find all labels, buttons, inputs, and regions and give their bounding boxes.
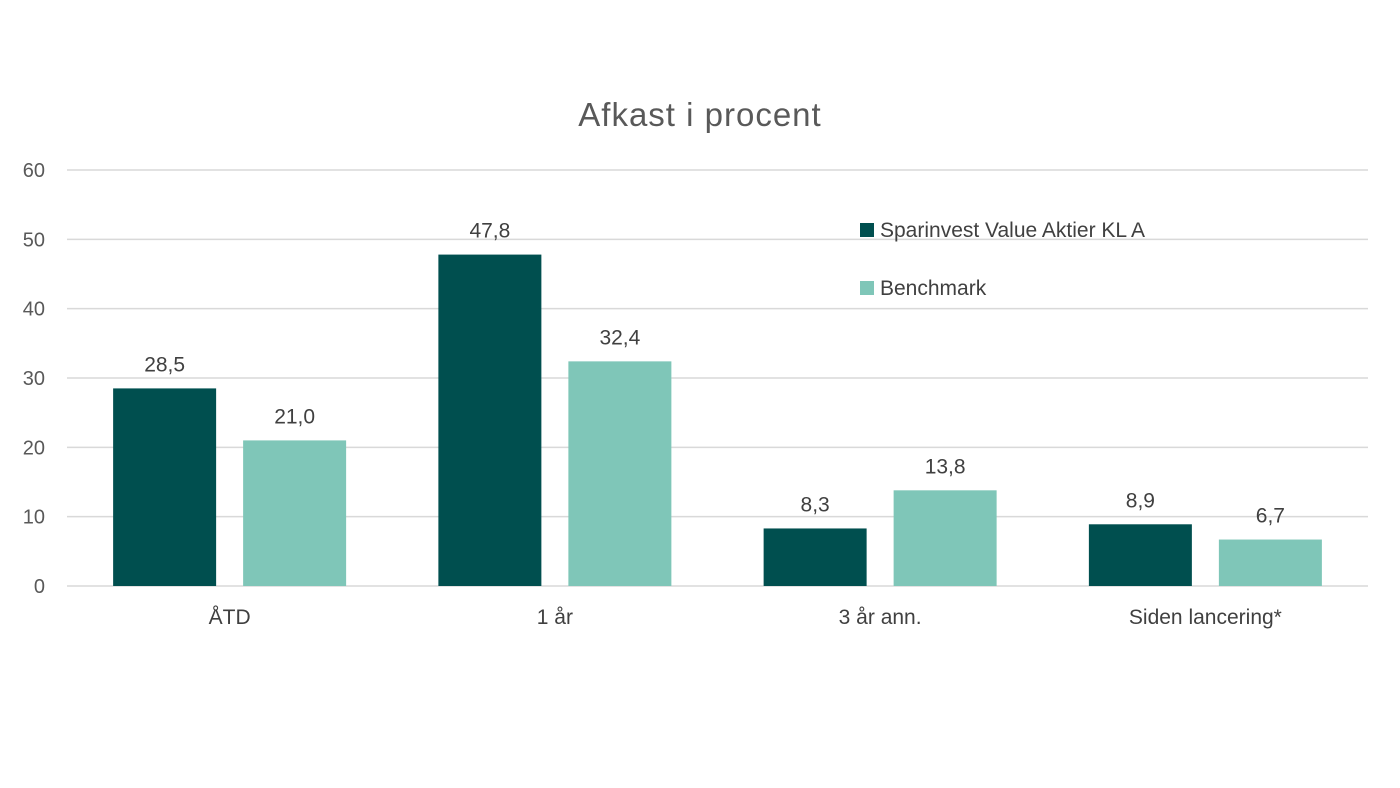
y-tick-label: 20 <box>23 437 45 459</box>
y-tick-label: 0 <box>34 576 45 598</box>
chart-title: Afkast i procent <box>578 96 821 133</box>
x-axis-categories: ÅTD 1 år 3 år ann. Siden lancering* <box>209 606 1282 629</box>
legend-swatch-1 <box>860 281 874 295</box>
y-tick-label: 10 <box>23 507 45 529</box>
data-labels: 28,5 21,0 47,8 32,4 8,3 13,8 8,9 6,7 <box>144 220 1285 528</box>
bar-fund-3 <box>1088 524 1192 586</box>
category-label: 3 år ann. <box>839 606 922 629</box>
legend-label-1: Benchmark <box>880 277 987 300</box>
data-label: 13,8 <box>925 455 966 478</box>
data-label: 32,4 <box>599 326 640 349</box>
data-label: 47,8 <box>469 220 510 243</box>
y-axis-ticks: 0 10 20 30 40 50 60 <box>23 160 45 598</box>
bars <box>113 254 1322 586</box>
data-label: 28,5 <box>144 353 185 376</box>
legend-label-0: Sparinvest Value Aktier KL A <box>880 219 1145 242</box>
bar-fund-0 <box>113 388 217 586</box>
y-tick-label: 40 <box>23 299 45 321</box>
data-label: 8,3 <box>801 493 830 516</box>
y-tick-label: 30 <box>23 368 45 390</box>
bar-fund-2 <box>763 528 867 586</box>
bar-benchmark-1 <box>568 361 672 586</box>
legend: Sparinvest Value Aktier KL A Benchmark <box>860 219 1145 300</box>
bar-benchmark-0 <box>243 440 347 586</box>
category-label: ÅTD <box>209 606 251 629</box>
data-label: 21,0 <box>274 405 315 428</box>
category-label: Siden lancering* <box>1129 606 1282 629</box>
y-tick-label: 60 <box>23 160 45 182</box>
bar-benchmark-2 <box>893 490 997 586</box>
bar-fund-1 <box>438 254 542 586</box>
y-tick-label: 50 <box>23 229 45 251</box>
data-label: 8,9 <box>1126 489 1155 512</box>
data-label: 6,7 <box>1256 505 1285 528</box>
category-label: 1 år <box>537 606 573 629</box>
bar-benchmark-3 <box>1218 539 1322 586</box>
legend-swatch-0 <box>860 223 874 237</box>
